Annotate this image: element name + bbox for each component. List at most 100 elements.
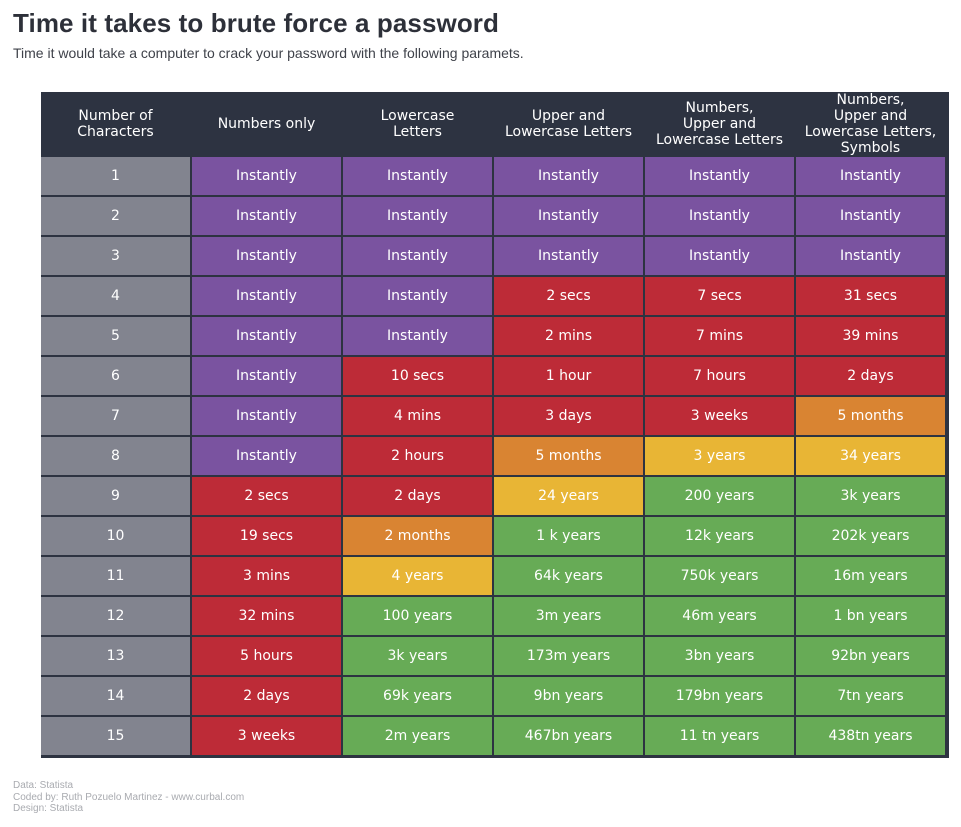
row-header-characters: 12 (41, 597, 192, 637)
table-cell: 32 mins (192, 597, 343, 637)
table-cell: 5 hours (192, 637, 343, 677)
table-cell: 19 secs (192, 517, 343, 557)
table-cell: 100 years (343, 597, 494, 637)
row-header-characters: 3 (41, 237, 192, 277)
footer-coded-by: Coded by: Ruth Pozuelo Martinez - www.cu… (13, 791, 245, 803)
table-cell: Instantly (494, 237, 645, 277)
row-header-characters: 2 (41, 197, 192, 237)
column-header: Numbers, Upper and Lowercase Letters (645, 92, 796, 157)
table-cell: Instantly (192, 437, 343, 477)
table-cell: 34 years (796, 437, 947, 477)
table-cell: 1 k years (494, 517, 645, 557)
table-cell: Instantly (192, 157, 343, 197)
column-header: Numbers, Upper and Lowercase Letters, Symbo… (796, 92, 947, 157)
table-cell: 7 hours (645, 357, 796, 397)
table-cell: 200 years (645, 477, 796, 517)
table-cell: Instantly (645, 157, 796, 197)
footer-data-source: Data: Statista (13, 780, 74, 791)
table-cell: Instantly (494, 197, 645, 237)
table-cell: 11 tn years (645, 717, 796, 757)
table-cell: Instantly (192, 237, 343, 277)
table-cell: 4 years (343, 557, 494, 597)
table-cell: 2 secs (494, 277, 645, 317)
table-grid: Number of Characters Numbers only Lowercase… (41, 92, 947, 757)
row-header-characters: 9 (41, 477, 192, 517)
table-cell: Instantly (343, 277, 494, 317)
table-cell: 10 secs (343, 357, 494, 397)
table-cell: 39 mins (796, 317, 947, 357)
table-cell: Instantly (343, 197, 494, 237)
column-header: Lowercase Letters (343, 92, 494, 157)
table-cell: Instantly (192, 317, 343, 357)
row-header-characters: 15 (41, 717, 192, 757)
table-cell: 1 hour (494, 357, 645, 397)
row-header-characters: 5 (41, 317, 192, 357)
table-cell: 3k years (343, 637, 494, 677)
table-cell: 16m years (796, 557, 947, 597)
table-cell: Instantly (192, 277, 343, 317)
table-cell: 202k years (796, 517, 947, 557)
table-cell: Instantly (343, 237, 494, 277)
row-header-characters: 8 (41, 437, 192, 477)
password-table: Number of Characters Numbers only Lowercase… (41, 92, 949, 758)
table-cell: Instantly (192, 357, 343, 397)
table-cell: 4 mins (343, 397, 494, 437)
column-header: Numbers only (192, 92, 343, 157)
table-cell: 173m years (494, 637, 645, 677)
table-cell: 3 years (645, 437, 796, 477)
row-header-characters: 13 (41, 637, 192, 677)
table-cell: Instantly (343, 317, 494, 357)
table-cell: 179bn years (645, 677, 796, 717)
table-cell: 2 hours (343, 437, 494, 477)
chart-subtitle: Time it would take a computer to crack y… (13, 45, 524, 61)
table-cell: 2 days (343, 477, 494, 517)
table-cell: 2 months (343, 517, 494, 557)
table-cell: 3 days (494, 397, 645, 437)
table-cell: Instantly (645, 197, 796, 237)
table-cell: Instantly (796, 197, 947, 237)
footer-design: Design: Statista (13, 803, 84, 814)
table-cell: 3k years (796, 477, 947, 517)
table-cell: 24 years (494, 477, 645, 517)
column-header: Number of Characters (41, 92, 192, 157)
table-cell: Instantly (343, 157, 494, 197)
table-cell: Instantly (192, 397, 343, 437)
row-header-characters: 7 (41, 397, 192, 437)
table-cell: 3 weeks (645, 397, 796, 437)
row-header-characters: 10 (41, 517, 192, 557)
table-cell: Instantly (645, 237, 796, 277)
table-cell: 69k years (343, 677, 494, 717)
table-cell: 2 days (796, 357, 947, 397)
table-cell: 92bn years (796, 637, 947, 677)
table-cell: 2 secs (192, 477, 343, 517)
row-header-characters: 4 (41, 277, 192, 317)
column-header: Upper and Lowercase Letters (494, 92, 645, 157)
table-cell: 1 bn years (796, 597, 947, 637)
table-cell: 3bn years (645, 637, 796, 677)
table-cell: 438tn years (796, 717, 947, 757)
table-cell: 7tn years (796, 677, 947, 717)
table-cell: 750k years (645, 557, 796, 597)
table-cell: Instantly (192, 197, 343, 237)
table-cell: 9bn years (494, 677, 645, 717)
footer-credits: Data: Statista Coded by: Ruth Pozuelo Ma… (13, 780, 244, 815)
table-cell: 64k years (494, 557, 645, 597)
table-cell: 46m years (645, 597, 796, 637)
table-cell: 5 months (494, 437, 645, 477)
table-cell: 31 secs (796, 277, 947, 317)
table-cell: 7 secs (645, 277, 796, 317)
table-cell: 2 days (192, 677, 343, 717)
table-cell: Instantly (796, 237, 947, 277)
row-header-characters: 14 (41, 677, 192, 717)
table-cell: 12k years (645, 517, 796, 557)
table-cell: Instantly (494, 157, 645, 197)
table-cell: 2m years (343, 717, 494, 757)
table-cell: 3m years (494, 597, 645, 637)
chart-title: Time it takes to brute force a password (13, 8, 500, 38)
row-header-characters: 11 (41, 557, 192, 597)
table-cell: 7 mins (645, 317, 796, 357)
table-cell: 2 mins (494, 317, 645, 357)
table-cell: Instantly (796, 157, 947, 197)
table-cell: 3 mins (192, 557, 343, 597)
table-cell: 3 weeks (192, 717, 343, 757)
